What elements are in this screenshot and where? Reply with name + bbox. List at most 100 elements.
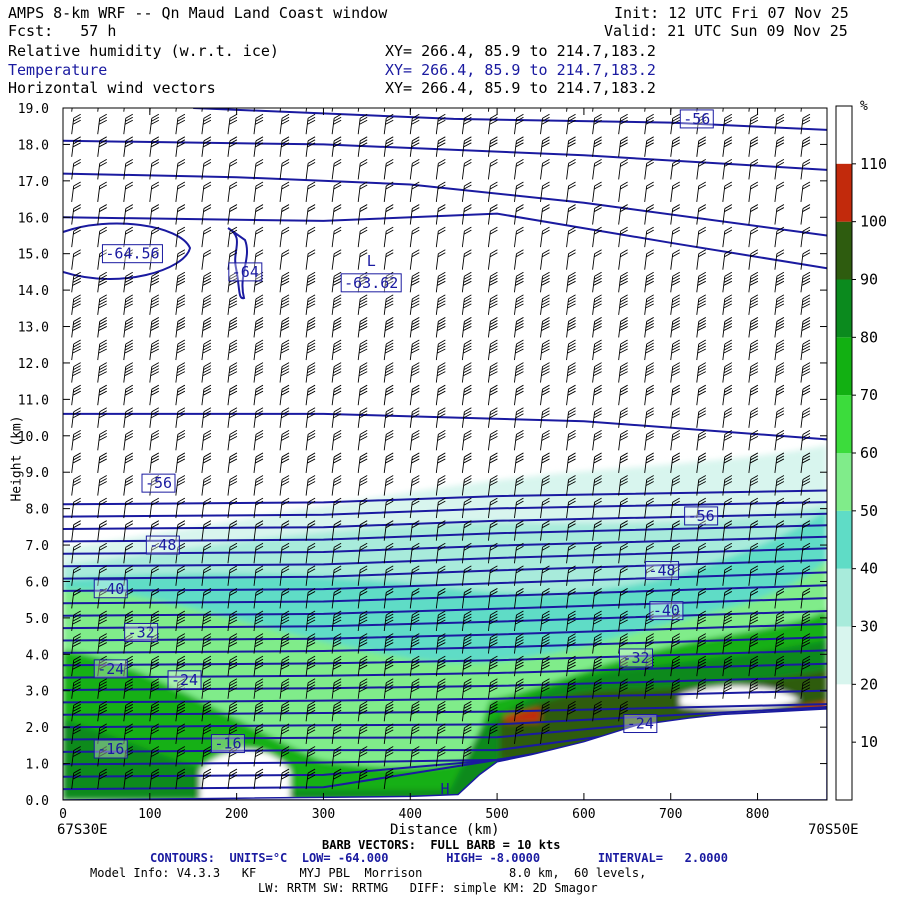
wind-barb <box>279 339 290 361</box>
wind-barb <box>435 746 446 767</box>
wind-barb <box>305 339 316 361</box>
isotherm-line <box>63 559 827 580</box>
wind-barb <box>618 633 628 654</box>
wind-barb <box>175 226 186 248</box>
wind-barb <box>357 294 368 315</box>
wind-barb <box>644 633 654 654</box>
wind-barb <box>435 565 446 586</box>
wind-barb <box>409 339 420 361</box>
wind-barb <box>227 633 238 654</box>
model-info-line2: LW: RRTM SW: RRTMG DIFF: simple KM: 2D S… <box>258 881 598 895</box>
wind-barb <box>774 452 785 473</box>
wind-barb <box>227 588 238 609</box>
wind-barb <box>774 362 785 383</box>
wind-barb <box>487 271 498 293</box>
isotherm-line <box>63 623 827 642</box>
wind-barb <box>201 633 212 654</box>
wind-barb <box>487 339 498 361</box>
wind-barb <box>748 542 759 564</box>
y-tick-label: 3.0 <box>26 685 49 700</box>
wind-barb <box>774 588 785 609</box>
wind-barb <box>71 407 81 428</box>
wind-barb <box>670 452 680 473</box>
wind-barb <box>149 768 160 790</box>
wind-barb <box>670 588 680 609</box>
wind-barb <box>201 655 212 677</box>
wind-barb <box>644 407 654 428</box>
wind-barb <box>566 226 576 248</box>
wind-barb <box>149 384 160 406</box>
wind-barb <box>97 226 107 248</box>
wind-barb <box>514 633 524 654</box>
wind-barb <box>201 746 212 767</box>
wind-barb <box>566 475 576 496</box>
wind-barb <box>592 565 602 586</box>
wind-barb <box>201 108 203 112</box>
wind-barb <box>201 542 212 564</box>
wind-barb <box>800 588 811 609</box>
wind-barb <box>592 271 602 293</box>
wind-barb <box>123 542 133 564</box>
wind-barb <box>800 542 811 564</box>
wind-barb <box>175 339 186 361</box>
wind-barb <box>435 108 438 112</box>
wind-barb <box>696 407 706 428</box>
wind-barb <box>253 181 264 203</box>
wind-barb <box>774 113 785 135</box>
wind-barb <box>722 655 733 677</box>
wind-barb <box>305 181 316 203</box>
wind-barb <box>644 384 654 406</box>
wind-barb <box>331 384 342 406</box>
wind-barb <box>253 746 264 767</box>
wind-barb <box>540 475 550 496</box>
wind-barb <box>175 497 186 519</box>
wind-barb <box>800 204 811 225</box>
wind-barb <box>279 317 290 338</box>
colorbar-tick-label: 110 <box>860 155 887 173</box>
wind-barb <box>644 429 654 451</box>
wind-barb <box>227 113 238 135</box>
wind-barb <box>592 542 602 564</box>
wind-barb <box>644 294 654 315</box>
wind-barb <box>149 339 160 361</box>
wind-barb <box>409 407 420 428</box>
wind-barb <box>409 475 420 496</box>
wind-barb <box>670 362 680 383</box>
wind-barb <box>461 746 472 767</box>
wind-barb <box>644 181 654 203</box>
wind-barb <box>175 475 186 496</box>
wind-barb <box>540 108 542 112</box>
wind-barb <box>331 339 342 361</box>
wind-barb <box>644 475 654 496</box>
colorbar-segment <box>836 568 852 627</box>
wind-barb <box>514 452 524 473</box>
wind-barb <box>540 158 550 180</box>
wind-barb <box>644 678 654 699</box>
wind-barb <box>644 271 654 293</box>
forecast-hour: Fcst: 57 h <box>8 22 117 40</box>
wind-barb <box>618 452 628 473</box>
wind-barb <box>670 520 680 541</box>
wind-barb <box>748 588 759 609</box>
wind-barb <box>331 452 342 473</box>
wind-barb <box>696 633 706 654</box>
wind-barb <box>487 588 498 609</box>
colorbar-tick-label: 10 <box>860 733 878 751</box>
isotherm-label: -56 <box>688 507 715 525</box>
wind-barb <box>383 723 394 744</box>
wind-barb <box>71 204 81 225</box>
wind-barb <box>279 113 290 135</box>
colorbar-segment <box>836 221 852 280</box>
wind-barb <box>566 108 568 112</box>
wind-barb <box>644 204 654 225</box>
wind-barb <box>644 317 654 338</box>
wind-barb <box>566 520 576 541</box>
wind-barb <box>461 407 472 428</box>
isotherm-label-box <box>124 622 159 642</box>
wind-barb <box>253 588 264 609</box>
wind-barb <box>644 362 654 383</box>
wind-barb <box>383 497 394 519</box>
isotherm-label-box <box>210 734 245 754</box>
wind-barb <box>331 362 342 383</box>
isotherm-label: -40 <box>653 602 680 620</box>
